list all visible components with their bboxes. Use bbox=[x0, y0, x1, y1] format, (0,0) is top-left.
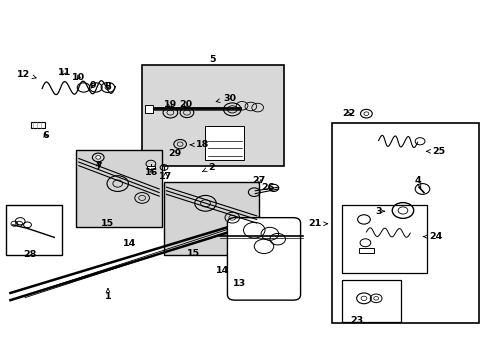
Text: 15: 15 bbox=[186, 249, 200, 258]
Text: 14: 14 bbox=[123, 239, 136, 248]
Bar bbox=[341, 280, 400, 321]
Text: 28: 28 bbox=[23, 250, 37, 259]
Bar bbox=[205, 126, 244, 160]
Text: 30: 30 bbox=[216, 94, 236, 103]
Bar bbox=[76, 149, 161, 226]
Text: 9: 9 bbox=[89, 81, 96, 90]
Text: 15: 15 bbox=[101, 219, 114, 228]
Bar bbox=[5, 205, 61, 255]
Text: 22: 22 bbox=[341, 109, 355, 118]
Text: 8: 8 bbox=[104, 82, 111, 91]
Bar bbox=[147, 166, 155, 169]
Bar bbox=[331, 123, 478, 323]
Bar bbox=[144, 105, 153, 113]
Text: 10: 10 bbox=[72, 73, 85, 82]
Text: 29: 29 bbox=[168, 149, 182, 158]
Text: 25: 25 bbox=[426, 147, 445, 156]
Text: 2: 2 bbox=[202, 163, 214, 172]
Text: 4: 4 bbox=[413, 176, 420, 188]
Circle shape bbox=[96, 156, 101, 159]
Circle shape bbox=[373, 297, 378, 300]
Circle shape bbox=[363, 112, 368, 116]
Text: 7: 7 bbox=[95, 162, 102, 171]
Text: 17: 17 bbox=[159, 172, 172, 181]
Text: 13: 13 bbox=[233, 279, 245, 288]
Text: 20: 20 bbox=[179, 100, 192, 109]
Bar bbox=[163, 182, 259, 255]
Text: 16: 16 bbox=[145, 168, 158, 177]
Text: 3: 3 bbox=[374, 207, 384, 216]
Text: 6: 6 bbox=[42, 131, 49, 140]
Text: 24: 24 bbox=[423, 232, 441, 241]
Text: 21: 21 bbox=[307, 219, 327, 228]
Text: 14: 14 bbox=[216, 266, 229, 275]
Text: 11: 11 bbox=[58, 68, 71, 77]
Bar bbox=[358, 248, 373, 253]
Text: 5: 5 bbox=[209, 55, 216, 64]
Text: 26: 26 bbox=[261, 183, 274, 192]
Text: 18: 18 bbox=[190, 140, 209, 149]
Text: 23: 23 bbox=[349, 316, 363, 325]
Text: 1: 1 bbox=[104, 288, 111, 301]
Bar bbox=[31, 122, 44, 129]
Bar bbox=[142, 65, 283, 166]
Bar bbox=[341, 205, 427, 273]
FancyBboxPatch shape bbox=[227, 218, 300, 300]
Text: 27: 27 bbox=[252, 176, 265, 185]
Circle shape bbox=[105, 85, 111, 90]
Text: 12: 12 bbox=[17, 70, 36, 79]
Text: 19: 19 bbox=[163, 100, 177, 109]
